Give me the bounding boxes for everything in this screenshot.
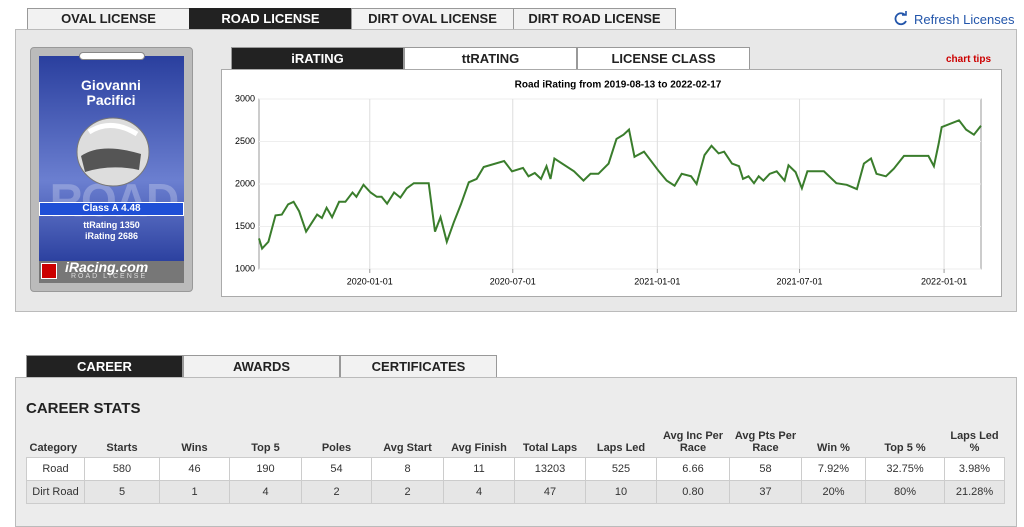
refresh-link[interactable]: Refresh Licenses xyxy=(914,12,1015,27)
table-cell: 80% xyxy=(865,480,945,504)
rating-line xyxy=(258,119,982,251)
table-cell: 580 xyxy=(84,457,160,481)
header-cell: Avg Pts Per Race xyxy=(734,430,797,454)
header-cell: Laps Led % xyxy=(950,430,999,454)
table-cell: 58 xyxy=(729,457,802,481)
logo-sub: ROAD LICENSE xyxy=(71,273,148,280)
y-tick-label: 3000 xyxy=(235,93,255,103)
career-table: Category Starts Wins Top 5 Poles Avg Start Avg… xyxy=(26,428,1005,504)
table-cell: Road xyxy=(26,457,85,481)
card-slot xyxy=(79,52,145,60)
table-cell: 0.80 xyxy=(656,480,730,504)
table-row: Road 580 46 190 54 8 11 13203 525 6.66 58 7.92% 32.7… xyxy=(26,457,1005,481)
tt-rating: ttRating 1350 xyxy=(83,220,140,230)
career-title: CAREER STATS xyxy=(26,400,141,417)
header-row: Category Starts Wins Top 5 Poles Avg Start Avg… xyxy=(27,428,1005,458)
table-cell: 54 xyxy=(301,457,372,481)
license-tab[interactable]: DIRT OVAL LICENSE xyxy=(351,8,514,30)
table-cell: 3.98% xyxy=(944,457,1005,481)
header-cell: Avg Start xyxy=(383,442,432,454)
table-cell: 21.28% xyxy=(944,480,1005,504)
table-cell: 5 xyxy=(84,480,160,504)
y-tick-label: 2500 xyxy=(235,136,255,146)
header-cell: Starts xyxy=(106,442,138,454)
table-cell: 37 xyxy=(729,480,802,504)
i-rating: iRating 2686 xyxy=(84,231,139,241)
y-tick-label: 1000 xyxy=(235,263,255,273)
license-tab[interactable]: OVAL LICENSE xyxy=(27,8,190,30)
driver-name: Giovanni Pacifici xyxy=(81,77,141,108)
table-cell: 20% xyxy=(801,480,866,504)
table-cell: 47 xyxy=(514,480,586,504)
table-cell: 190 xyxy=(229,457,302,481)
y-tick-label: 1500 xyxy=(235,221,255,231)
helmet xyxy=(76,117,150,187)
license-tab[interactable]: DIRT ROAD LICENSE xyxy=(513,8,676,30)
refresh-icon[interactable] xyxy=(893,11,909,27)
header-cell: Avg Finish xyxy=(451,442,507,454)
table-cell: 46 xyxy=(159,457,230,481)
table-cell: 7.92% xyxy=(801,457,866,481)
x-tick-label: 2020-07-01 xyxy=(490,276,536,286)
table-cell: 2 xyxy=(301,480,372,504)
license-tab[interactable]: ROAD LICENSE xyxy=(189,8,352,30)
header-cell: Total Laps xyxy=(522,442,578,454)
license-card: ROAD Giovanni Pacifici Class A 4.48 ttRa… xyxy=(30,47,193,292)
x-tick-label: 2022-01-01 xyxy=(921,276,967,286)
license-class: Class A 4.48 xyxy=(39,202,184,216)
header-cell: Top 5 xyxy=(251,442,280,454)
header-cell: Category xyxy=(29,442,78,454)
page: OVAL LICENSE ROAD LICENSE DIRT OVAL LICE… xyxy=(15,8,1017,527)
header-cell: Wins xyxy=(181,442,208,454)
header-cell: Top 5 % xyxy=(884,442,926,454)
career-tab[interactable]: AWARDS xyxy=(183,355,340,378)
x-tick-label: 2020-01-01 xyxy=(347,276,393,286)
table-cell: 6.66 xyxy=(656,457,730,481)
table-cell: 4 xyxy=(229,480,302,504)
table-cell: 4 xyxy=(443,480,515,504)
chart: Road iRating from 2019-08-13 to 2022-02-… xyxy=(221,69,1002,297)
chart-tab[interactable]: ttRATING xyxy=(404,47,577,70)
x-tick-label: 2021-01-01 xyxy=(634,276,680,286)
chart-tips[interactable]: chart tips xyxy=(946,54,992,65)
x-tick-label: 2021-07-01 xyxy=(776,276,822,286)
table-cell: 10 xyxy=(585,480,657,504)
logo-bar xyxy=(39,261,184,283)
chart-title: Road iRating from 2019-08-13 to 2022-02-… xyxy=(515,80,722,91)
career-tab[interactable]: CAREER xyxy=(26,355,183,378)
table-cell: Dirt Road xyxy=(26,480,85,504)
table-cell: 525 xyxy=(585,457,657,481)
table-cell: 32.75% xyxy=(865,457,945,481)
table-cell: 8 xyxy=(371,457,444,481)
logo: iRacing.com xyxy=(65,259,149,275)
table-cell: 1 xyxy=(159,480,230,504)
table-row: Dirt Road 5 1 4 2 2 4 47 10 0.80 37 20% 80% 21.28% xyxy=(26,480,1005,504)
header-cell: Poles xyxy=(321,442,352,454)
y-tick-label: 2000 xyxy=(235,178,255,188)
career-tab[interactable]: CERTIFICATES xyxy=(340,355,497,378)
table-cell: 2 xyxy=(371,480,444,504)
logo-icon xyxy=(41,263,57,279)
header-cell: Laps Led xyxy=(596,442,646,454)
chart-tab[interactable]: LICENSE CLASS xyxy=(577,47,750,70)
header-cell: Avg Inc Per Race xyxy=(662,430,724,454)
table-cell: 13203 xyxy=(514,457,586,481)
header-cell: Win % xyxy=(817,442,850,454)
chart-tab[interactable]: iRATING xyxy=(231,47,404,70)
table-cell: 11 xyxy=(443,457,515,481)
